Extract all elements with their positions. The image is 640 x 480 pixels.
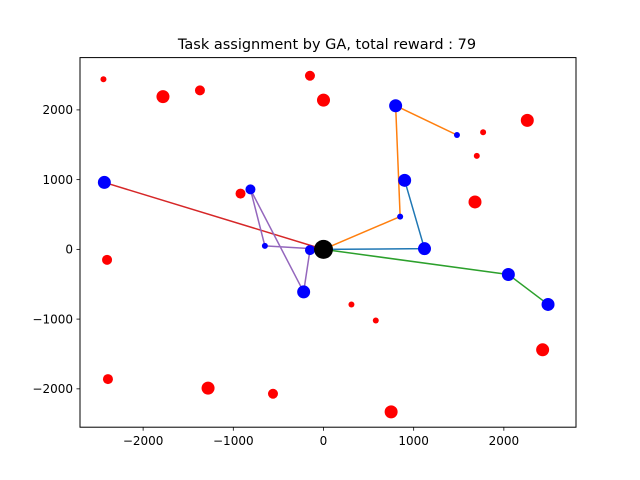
plot-marks	[97, 70, 555, 419]
chart-title: Task assignment by GA, total reward : 79	[177, 37, 476, 53]
unassigned-task-point	[194, 85, 205, 96]
unassigned-task-point	[316, 93, 330, 107]
assigned-task-point	[398, 173, 412, 187]
y-tick-label: −1000	[32, 312, 73, 326]
assigned-task-point	[245, 184, 256, 195]
assigned-task-point	[453, 132, 460, 139]
unassigned-task-point	[267, 388, 278, 399]
unassigned-task-point	[100, 76, 107, 83]
assigned-task-point	[417, 242, 431, 256]
x-tick-label: 1000	[398, 434, 429, 448]
assigned-task-point	[501, 267, 515, 281]
unassigned-task-point	[235, 188, 246, 199]
route-line-1	[323, 180, 426, 251]
y-tick-label: 0	[65, 243, 73, 257]
x-tick-label: −2000	[123, 434, 164, 448]
assigned-task-point	[304, 245, 315, 256]
assigned-task-point	[541, 297, 555, 311]
route-line-5	[249, 188, 324, 293]
x-tick-label: 2000	[489, 434, 520, 448]
unassigned-task-point	[372, 317, 379, 324]
unassigned-task-point	[480, 129, 487, 136]
unassigned-task-point	[384, 405, 398, 419]
depot-point	[313, 239, 333, 259]
assigned-task-point	[97, 175, 111, 189]
route-line-4	[104, 181, 324, 251]
unassigned-task-point	[536, 343, 550, 357]
unassigned-task-point	[520, 113, 534, 127]
plot-frame	[79, 57, 577, 428]
y-tick-label: −2000	[32, 382, 73, 396]
assigned-task-point	[297, 285, 311, 299]
route-line-2	[323, 104, 458, 251]
unassigned-task-point	[304, 70, 315, 81]
unassigned-task-point	[473, 152, 480, 159]
x-tick-label: 0	[320, 434, 328, 448]
unassigned-task-point	[468, 195, 482, 209]
x-tick-label: −1000	[213, 434, 254, 448]
unassigned-task-point	[156, 90, 170, 104]
y-tick-label: 1000	[42, 173, 73, 187]
unassigned-task-point	[348, 301, 355, 308]
unassigned-task-point	[102, 374, 113, 385]
axes: −2000 −1000 0 1000 2000 −2000 −1000 0 1000 2000	[32, 103, 519, 448]
assigned-task-point	[389, 99, 403, 113]
y-tick-label: 2000	[42, 103, 73, 117]
assigned-task-point	[261, 242, 268, 249]
unassigned-task-point	[201, 381, 215, 395]
unassigned-task-point	[102, 254, 113, 265]
assigned-task-point	[397, 213, 404, 220]
